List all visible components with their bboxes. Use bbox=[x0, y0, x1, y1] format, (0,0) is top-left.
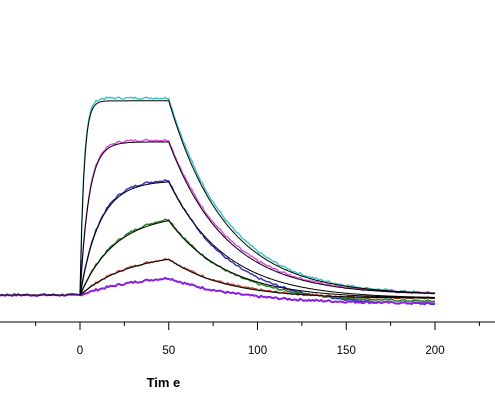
fit-line-5 bbox=[0, 258, 436, 299]
x-tick-label-3: 100 bbox=[248, 345, 267, 357]
fit-layer bbox=[0, 100, 436, 299]
series-line-3 bbox=[0, 178, 436, 306]
x-axis-ticks: 0 50 100 150 200 bbox=[35, 322, 480, 357]
x-axis-title: Tim e bbox=[147, 375, 181, 390]
fit-line-3 bbox=[0, 181, 436, 298]
x-tick-label-4: 150 bbox=[337, 345, 356, 357]
series-layer bbox=[0, 96, 436, 306]
x-tick-label-5: 200 bbox=[425, 345, 444, 357]
x-tick-label-2: 50 bbox=[162, 345, 175, 357]
x-tick-label-1: 0 bbox=[77, 345, 83, 357]
series-line-5 bbox=[0, 257, 436, 300]
series-line-2 bbox=[0, 138, 436, 297]
fit-line-4 bbox=[0, 220, 436, 299]
fit-line-2 bbox=[0, 141, 436, 296]
